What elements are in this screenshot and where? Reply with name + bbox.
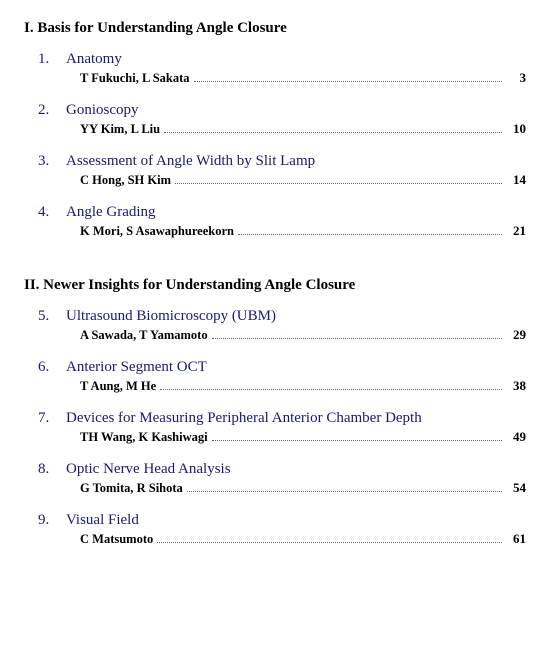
dot-leader (160, 389, 502, 390)
page-number: 54 (506, 480, 526, 496)
dot-leader (157, 542, 502, 543)
page-number: 3 (506, 70, 526, 86)
chapter-number: 4. (38, 204, 66, 221)
chapter-entry: 4.Angle Grading K Mori, S Asawaphureekorn… (24, 204, 526, 239)
dot-leader (187, 491, 502, 492)
dot-leader (194, 81, 502, 82)
page-number: 14 (506, 172, 526, 188)
chapter-number: 7. (38, 410, 66, 427)
chapter-title-link[interactable]: Gonioscopy (66, 102, 139, 119)
chapter-entry: 7.Devices for Measuring Peripheral Anter… (24, 410, 526, 445)
page-number: 61 (506, 531, 526, 547)
chapter-authors: TH Wang, K Kashiwagi (80, 430, 212, 445)
page-number: 49 (506, 429, 526, 445)
section-heading: I. Basis for Understanding Angle Closure (24, 20, 526, 37)
chapter-number: 2. (38, 102, 66, 119)
page-number: 10 (506, 121, 526, 137)
chapter-number: 1. (38, 51, 66, 68)
dot-leader (175, 183, 502, 184)
chapter-title-link[interactable]: Anatomy (66, 51, 122, 68)
chapter-authors: T Fukuchi, L Sakata (80, 71, 194, 86)
chapter-title-link[interactable]: Devices for Measuring Peripheral Anterio… (66, 410, 422, 427)
page-number: 38 (506, 378, 526, 394)
dot-leader (212, 338, 502, 339)
chapter-authors: A Sawada, T Yamamoto (80, 328, 212, 343)
chapter-number: 8. (38, 461, 66, 478)
chapter-authors: T Aung, M He (80, 379, 160, 394)
chapter-title-link[interactable]: Visual Field (66, 512, 139, 529)
page-number: 21 (506, 223, 526, 239)
table-of-contents: I. Basis for Understanding Angle Closure… (24, 20, 526, 547)
dot-leader (212, 440, 502, 441)
chapter-entry: 9.Visual Field C Matsumoto 61 (24, 512, 526, 547)
chapter-title-link[interactable]: Anterior Segment OCT (66, 359, 207, 376)
chapter-entry: 1.Anatomy T Fukuchi, L Sakata 3 (24, 51, 526, 86)
dot-leader (238, 234, 502, 235)
chapter-number: 9. (38, 512, 66, 529)
chapter-authors: YY Kim, L Liu (80, 122, 164, 137)
chapter-title-link[interactable]: Angle Grading (66, 204, 156, 221)
section-heading: II. Newer Insights for Understanding Ang… (24, 277, 526, 294)
chapter-authors: C Matsumoto (80, 532, 157, 547)
chapter-title-link[interactable]: Optic Nerve Head Analysis (66, 461, 231, 478)
chapter-number: 6. (38, 359, 66, 376)
chapter-entry: 6.Anterior Segment OCT T Aung, M He 38 (24, 359, 526, 394)
chapter-entry: 8.Optic Nerve Head Analysis G Tomita, R S… (24, 461, 526, 496)
chapter-number: 3. (38, 153, 66, 170)
chapter-authors: K Mori, S Asawaphureekorn (80, 224, 238, 239)
chapter-number: 5. (38, 308, 66, 325)
dot-leader (164, 132, 502, 133)
chapter-entry: 3.Assessment of Angle Width by Slit Lamp… (24, 153, 526, 188)
chapter-entry: 2.Gonioscopy YY Kim, L Liu 10 (24, 102, 526, 137)
chapter-authors: G Tomita, R Sihota (80, 481, 187, 496)
chapter-title-link[interactable]: Ultrasound Biomicroscopy (UBM) (66, 308, 276, 325)
chapter-title-link[interactable]: Assessment of Angle Width by Slit Lamp (66, 153, 315, 170)
page-number: 29 (506, 327, 526, 343)
chapter-entry: 5.Ultrasound Biomicroscopy (UBM) A Sawada… (24, 308, 526, 343)
chapter-authors: C Hong, SH Kim (80, 173, 175, 188)
